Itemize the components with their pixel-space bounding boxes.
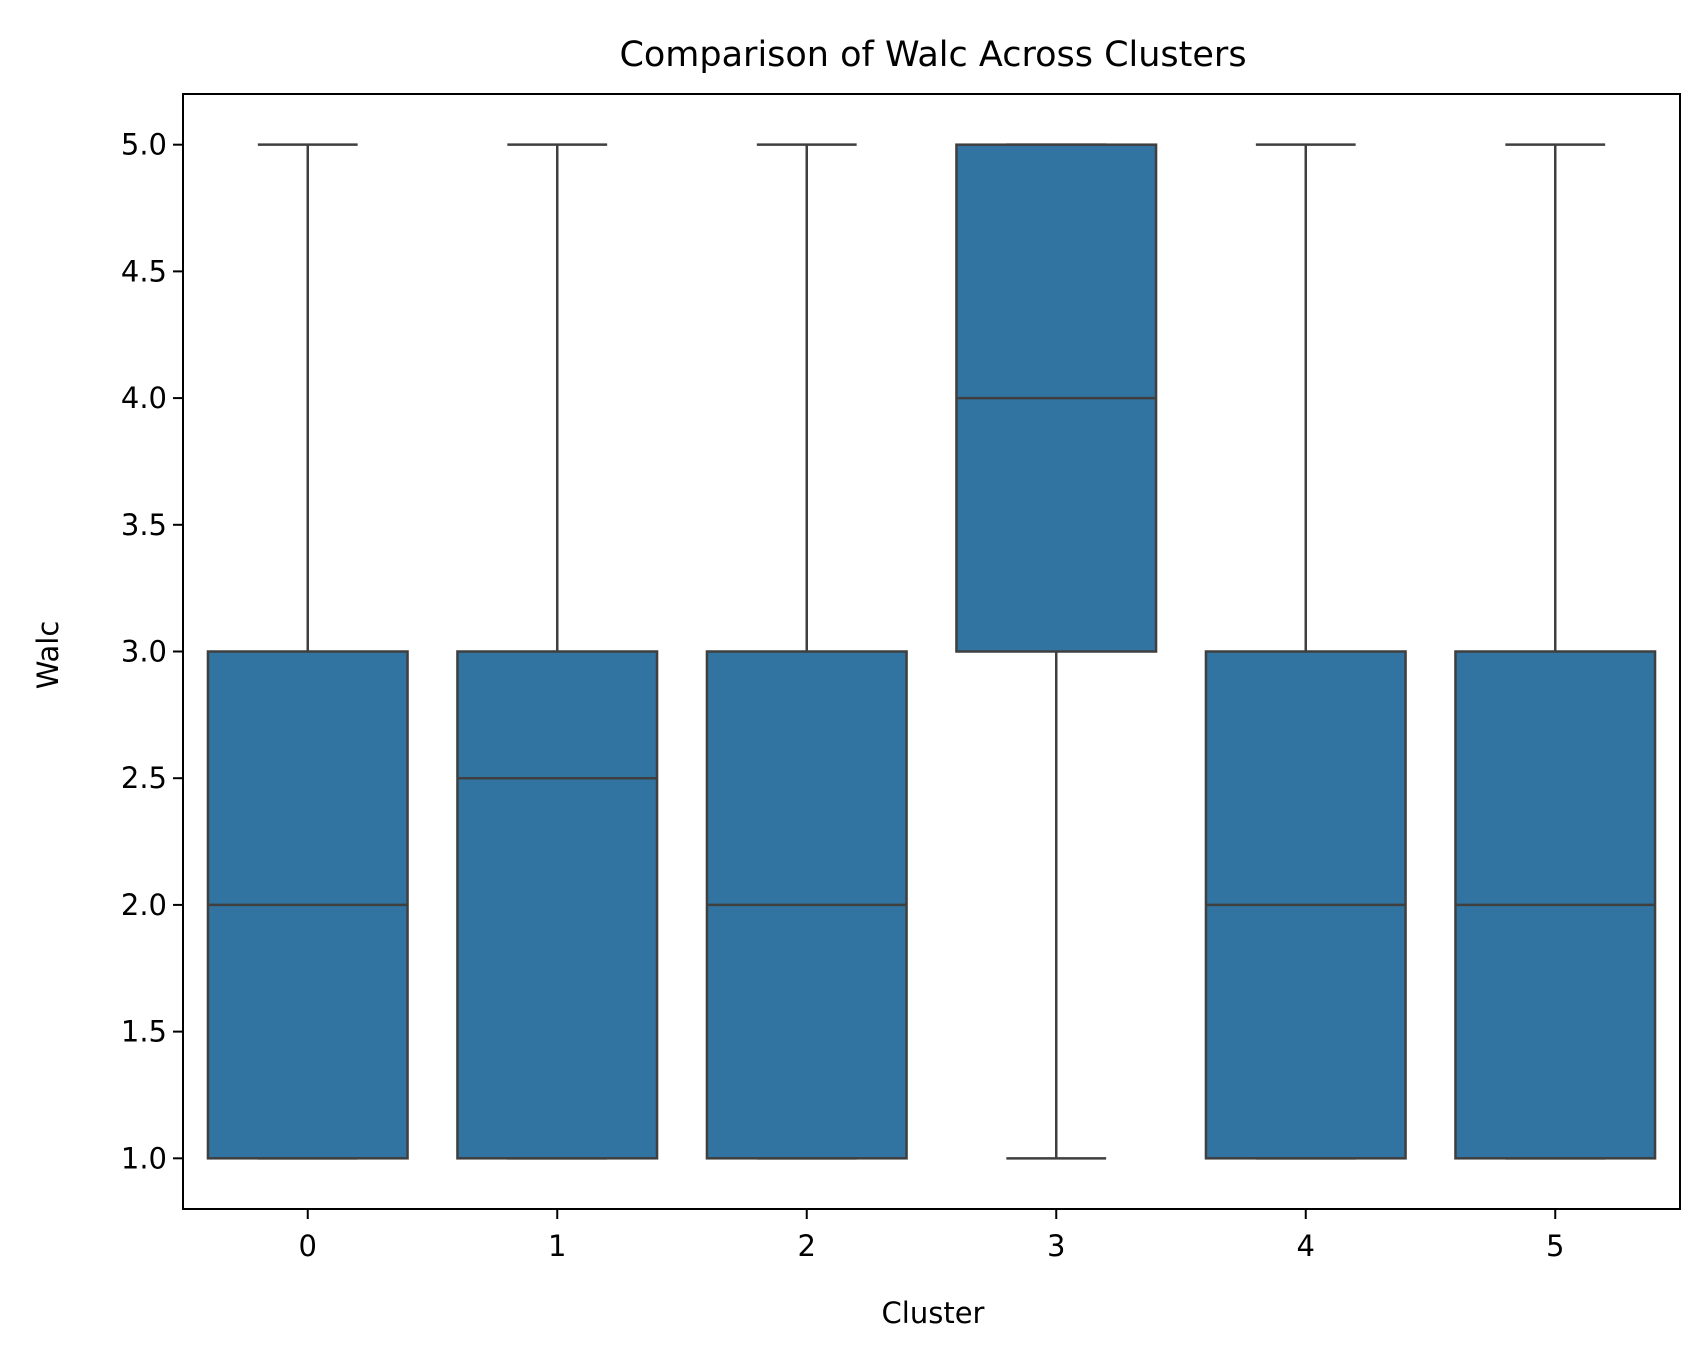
y-tick-label: 1.0 (121, 1141, 167, 1175)
box-cluster-4 (1204, 143, 1407, 1160)
x-tick-label: 5 (1546, 1229, 1564, 1263)
plot-area (206, 143, 1657, 1160)
y-tick-label: 2.5 (121, 761, 167, 795)
x-axis: 0 1 2 3 4 5 (299, 1209, 1564, 1263)
box-cluster-0 (206, 143, 409, 1160)
box-cluster-5 (1454, 143, 1657, 1160)
y-tick-label: 4.0 (121, 381, 167, 415)
x-tick-label: 3 (1047, 1229, 1065, 1263)
box-cluster-3 (955, 143, 1158, 1160)
chart-title: Comparison of Walc Across Clusters (619, 35, 1246, 75)
x-tick-label: 4 (1297, 1229, 1315, 1263)
y-axis: 1.0 1.5 2.0 2.5 3.0 3.5 4.0 4.5 5.0 (121, 128, 183, 1175)
y-tick-label: 1.5 (121, 1015, 167, 1049)
y-tick-label: 3.5 (121, 508, 167, 542)
y-axis-label: Walc (31, 621, 65, 690)
x-tick-label: 1 (548, 1229, 566, 1263)
x-tick-label: 0 (299, 1229, 317, 1263)
y-tick-label: 5.0 (121, 128, 167, 162)
x-tick-label: 2 (798, 1229, 816, 1263)
y-tick-label: 2.0 (121, 888, 167, 922)
box-cluster-2 (705, 143, 908, 1160)
box-body (456, 650, 659, 1160)
box-cluster-1 (456, 143, 659, 1160)
y-tick-label: 4.5 (121, 254, 167, 288)
y-tick-label: 3.0 (121, 635, 167, 669)
x-axis-label: Cluster (882, 1296, 985, 1330)
